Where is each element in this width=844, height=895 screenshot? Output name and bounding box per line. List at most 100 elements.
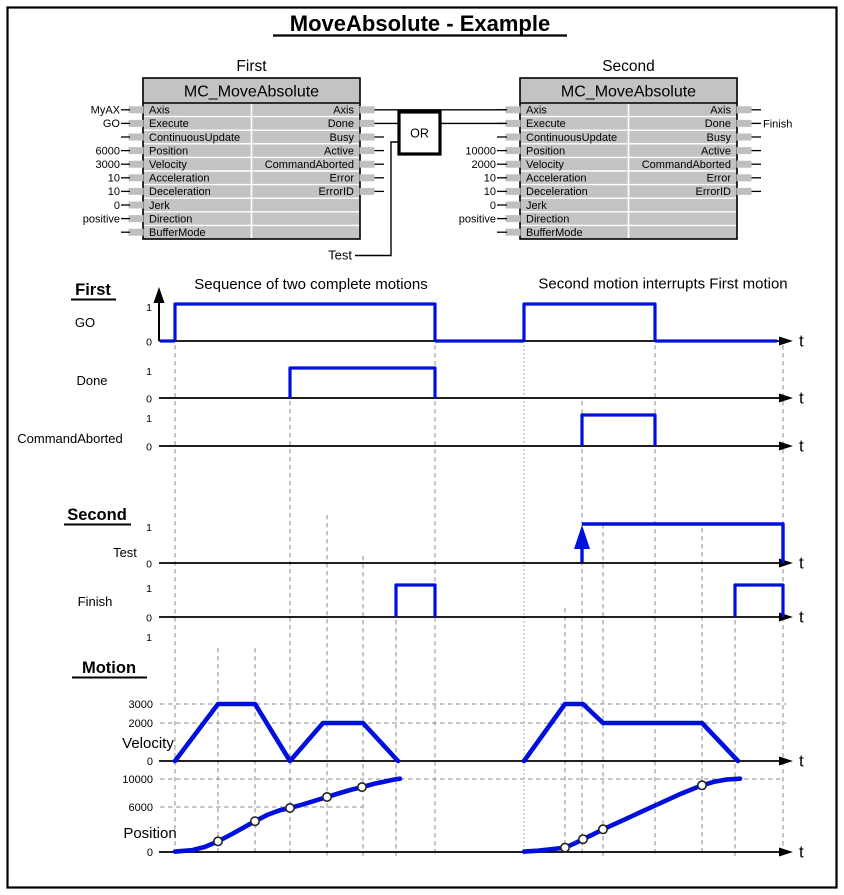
signal-commandaborted-axis-arrow-icon — [779, 441, 793, 451]
fb-input-name: BufferMode — [526, 227, 583, 239]
fb-input-pin — [505, 187, 521, 195]
signal-done-time-label: t — [799, 389, 804, 408]
fb-input-pin — [505, 201, 521, 209]
fb-input-name: Acceleration — [526, 173, 587, 185]
page-border — [6, 6, 838, 889]
page-title: MoveAbsolute - Example — [290, 11, 550, 36]
signal-done-axis-arrow-icon — [779, 393, 793, 403]
fb-input-pin — [505, 215, 521, 223]
fb-input-pin — [128, 228, 144, 236]
function-block-layer: First MC_MoveAbsolute Axis Axis MyAX Execute D… — [83, 58, 761, 257]
fb-output-pin — [736, 119, 752, 127]
fb-input-name: Direction — [526, 213, 569, 225]
signal-label-done: Done — [76, 373, 107, 388]
fb-output-name: Busy — [707, 132, 732, 144]
fb-input-pin — [128, 160, 144, 168]
velocity-curve — [172, 701, 401, 764]
fb-input-name: Direction — [149, 213, 192, 225]
signal-label-test: Test — [113, 545, 137, 560]
fb-input-name: Axis — [526, 105, 547, 117]
position-sample-marker — [696, 780, 707, 791]
fb-input-value: 0 — [114, 200, 120, 212]
signal-finish-pulse — [733, 583, 785, 617]
signal-finish-axis-arrow-icon — [779, 612, 793, 622]
fb-output-pin — [359, 160, 375, 168]
fb-input-pin — [128, 119, 144, 127]
fb-input-pin — [505, 160, 521, 168]
fb-input-name: Deceleration — [149, 186, 211, 198]
stray-level-one: 1 — [146, 632, 152, 644]
fb-input-value: positive — [83, 213, 120, 225]
signal-go-axis-arrow-icon — [779, 336, 793, 346]
waveform-layer — [160, 302, 785, 854]
fb-input-name: BufferMode — [149, 227, 206, 239]
fb-input-name: Velocity — [526, 159, 564, 171]
fb-output-pin — [359, 106, 375, 114]
fb-output-pin — [736, 147, 752, 155]
signal-go-level-one: 1 — [146, 302, 152, 314]
signal-finish-level-one: 1 — [146, 583, 152, 595]
signal-done-pulse — [288, 366, 437, 398]
fb-input-name: ContinuousUpdate — [526, 132, 617, 144]
fb-input-name: Acceleration — [149, 173, 210, 185]
fb-input-value: 2000 — [472, 159, 496, 171]
velocity-plot-label: Velocity — [122, 735, 174, 752]
signal-test-level-one: 1 — [146, 522, 152, 534]
fb-input-pin — [505, 133, 521, 141]
velocity-curve — [521, 701, 741, 764]
signal-commandaborted-time-label: t — [799, 437, 804, 456]
fb-input-value: positive — [459, 213, 496, 225]
velocity-tick: 0 — [147, 756, 153, 768]
position-tick: 6000 — [129, 802, 153, 814]
fb-input-pin — [505, 228, 521, 236]
position-plot-label: Position — [123, 825, 176, 842]
fb-input-value: 6000 — [96, 145, 120, 157]
fb-output-name: Active — [701, 145, 731, 157]
fb-input-name: ContinuousUpdate — [149, 132, 240, 144]
signal-test-trigger-arrow-icon — [574, 525, 590, 549]
fb-output-name: Error — [330, 173, 355, 185]
position-sample-marker — [213, 836, 224, 847]
caption-sequence: Sequence of two complete motions — [194, 276, 427, 293]
fb-output-pin — [359, 187, 375, 195]
fb-input-value: 10000 — [465, 145, 496, 157]
fb-input-name: Jerk — [526, 200, 547, 212]
fb-input-name: Deceleration — [526, 186, 588, 198]
fb-output-name: Done — [705, 118, 731, 130]
fb-output-name: CommandAborted — [265, 159, 354, 171]
fb-input-value: 3000 — [96, 159, 120, 171]
fb-input-value: GO — [103, 118, 121, 130]
fb-input-name: Position — [526, 145, 565, 157]
velocity-time-label: t — [799, 752, 804, 771]
velocity-tick: 3000 — [129, 699, 153, 711]
signal-go-pulse — [522, 302, 657, 341]
signal-commandaborted-level-one: 1 — [146, 413, 152, 425]
fb-input-pin — [128, 106, 144, 114]
fb-input-pin — [128, 215, 144, 223]
fb-input-value: 10 — [108, 186, 120, 198]
or-gate-box — [397, 110, 442, 156]
velocity-axis-arrow-icon — [779, 756, 793, 766]
signal-finish-level-zero: 0 — [146, 613, 152, 625]
fb-output-name: Axis — [710, 105, 731, 117]
caption-interrupt: Second motion interrupts First motion — [538, 276, 787, 293]
fb-instance-label: Second — [602, 58, 655, 75]
position-tick: 0 — [147, 847, 153, 859]
velocity-tick: 2000 — [129, 718, 153, 730]
fb-output-name: Done — [328, 118, 354, 130]
fb-type-label: MC_MoveAbsolute — [184, 84, 319, 101]
value-axis-arrow-icon — [153, 287, 165, 303]
fb-input-pin — [505, 174, 521, 182]
fb-output-pin — [736, 187, 752, 195]
signal-label-go: GO — [75, 315, 95, 330]
signal-done-level-one: 1 — [146, 366, 152, 378]
axes-layer: t 1 0 t 1 0 t 1 0 t 1 0 t 1 0 1 t 3000 2000 0 t 10000 6000 0 — [122, 287, 804, 862]
fb-input-pin — [128, 133, 144, 141]
fb-output-pin — [736, 174, 752, 182]
fb-input-name: Axis — [149, 105, 170, 117]
fb-input-name: Velocity — [149, 159, 187, 171]
fb-input-pin — [128, 174, 144, 182]
signal-done-level-zero: 0 — [146, 394, 152, 406]
fb-input-pin — [128, 187, 144, 195]
